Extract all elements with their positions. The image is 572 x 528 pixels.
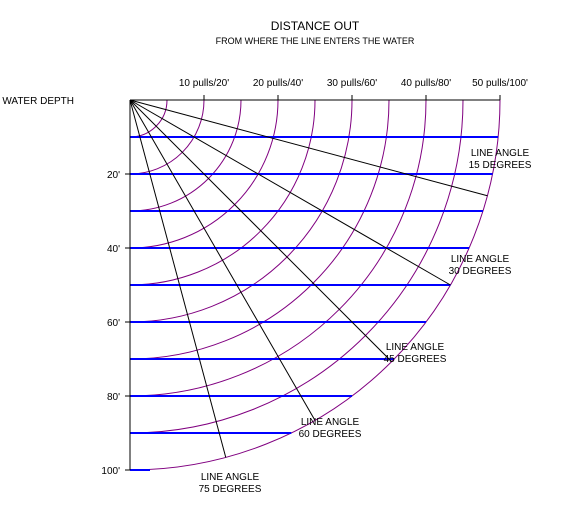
angle-label: LINE ANGLE [301,417,360,428]
x-tick-label: 50 pulls/100' [472,78,528,89]
y-tick-label: 40' [107,244,120,255]
angle-label: LINE ANGLE [201,472,260,483]
angle-label: 30 DEGREES [449,266,512,277]
y-tick-label: 100' [101,466,120,477]
angle-label: 60 DEGREES [299,429,362,440]
y-tick-label: 20' [107,170,120,181]
angle-label: LINE ANGLE [471,148,530,159]
x-tick-label: 30 pulls/60' [327,78,377,89]
title-left: WATER DEPTH [2,96,74,107]
angle-label: 15 DEGREES [469,160,532,171]
title-top1: DISTANCE OUT [271,19,360,33]
depth-angle-chart: LINE ANGLE15 DEGREESLINE ANGLE30 DEGREES… [0,0,572,528]
x-tick-label: 10 pulls/20' [179,78,229,89]
y-tick-label: 60' [107,318,120,329]
title-top2: FROM WHERE THE LINE ENTERS THE WATER [216,36,415,46]
x-tick-label: 40 pulls/80' [401,78,451,89]
angle-label: 45 DEGREES [384,354,447,365]
y-tick-label: 80' [107,392,120,403]
x-tick-label: 20 pulls/40' [253,78,303,89]
angle-label: 75 DEGREES [199,484,262,495]
angle-label: LINE ANGLE [386,342,445,353]
angle-label: LINE ANGLE [451,254,510,265]
